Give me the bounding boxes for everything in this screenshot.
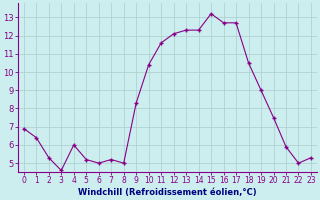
X-axis label: Windchill (Refroidissement éolien,°C): Windchill (Refroidissement éolien,°C) (78, 188, 257, 197)
